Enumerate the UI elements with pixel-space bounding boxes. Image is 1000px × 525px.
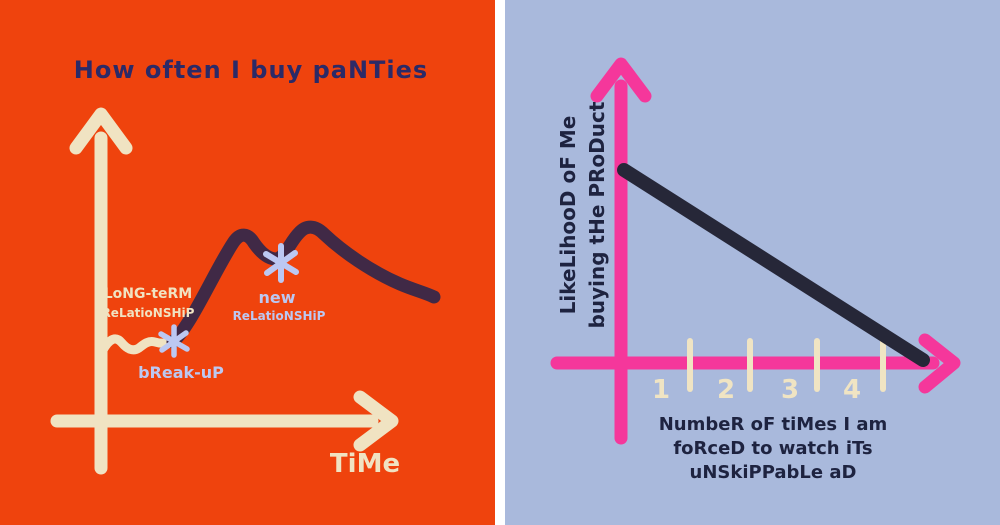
right-x-axis-arrow-icon xyxy=(918,333,961,394)
right-axes xyxy=(550,57,961,445)
left-chart-panel: How often I buy paNTies xyxy=(0,0,495,525)
left-chart: How often I buy paNTies xyxy=(0,0,495,525)
x-tick-label-3: 3 xyxy=(781,375,799,405)
right-y-axis-label-line2: buying tHe PRoDuct xyxy=(585,101,609,328)
right-x-ticks xyxy=(687,338,886,392)
break-up-label: bReak-uP xyxy=(138,363,224,382)
left-axes xyxy=(50,107,399,475)
long-term-label-line1: LoNG-teRM xyxy=(104,286,192,302)
new-relationship-label-line1: new xyxy=(258,288,295,307)
right-x-axis-label-line1: NumbeR oF tiMes I am xyxy=(659,414,888,435)
right-x-axis-label-line2: foRceD to watch iTs xyxy=(673,438,872,459)
right-y-axis-label-line1: LikeLihooD oF Me xyxy=(556,116,580,315)
right-background xyxy=(505,0,1000,525)
right-y-axis-arrow-icon xyxy=(590,57,652,103)
right-chart: 1 2 3 4 LikeLihooD oF Me buying tHe PRoD… xyxy=(505,0,1000,525)
new-relationship-asterisk-icon xyxy=(263,243,299,283)
x-tick-label-1: 1 xyxy=(652,375,670,405)
right-x-axis-label-line3: uNSkiPPabLe aD xyxy=(690,462,857,483)
new-relationship-label-line2: ReLatioNSHiP xyxy=(233,309,326,323)
frequency-curve xyxy=(166,220,441,349)
long-term-label-line2: ReLatioNSHiP xyxy=(102,306,195,320)
left-x-axis-arrow-icon xyxy=(353,390,399,452)
x-tick-label-4: 4 xyxy=(843,375,861,405)
likelihood-line xyxy=(617,163,930,367)
left-chart-title: How often I buy paNTies xyxy=(74,56,428,84)
break-up-asterisk-icon xyxy=(158,324,190,358)
right-chart-panel: 1 2 3 4 LikeLihooD oF Me buying tHe PRoD… xyxy=(505,0,1000,525)
left-y-axis-arrow-icon xyxy=(69,107,133,155)
left-background xyxy=(0,0,495,525)
left-x-axis-label: TiMe xyxy=(330,449,400,479)
panel-divider xyxy=(495,0,505,525)
long-term-squiggle-line xyxy=(98,334,178,355)
x-tick-label-2: 2 xyxy=(717,375,735,405)
